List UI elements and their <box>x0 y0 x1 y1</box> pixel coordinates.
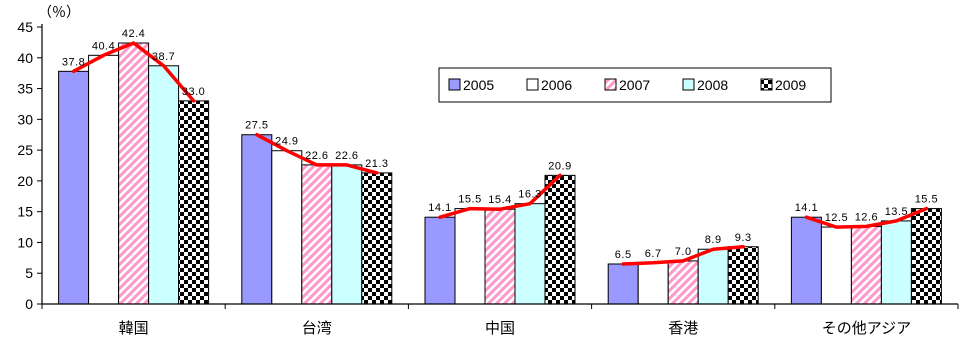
y-tick-label: 5 <box>25 265 33 281</box>
bar-2006 <box>820 226 852 305</box>
y-tick-label: 40 <box>17 50 33 66</box>
category-label: 台湾 <box>302 319 332 337</box>
bar-2005 <box>58 70 90 305</box>
bar-2009 <box>544 174 576 305</box>
legend-swatch-2009 <box>760 78 773 91</box>
y-tick-label: 15 <box>17 204 33 220</box>
legend-swatch-2008 <box>682 78 695 91</box>
bar-2008 <box>331 164 363 305</box>
trend-line <box>71 41 196 103</box>
bar-2007 <box>484 208 516 305</box>
data-label: 15.4 <box>488 194 511 206</box>
legend-label: 2009 <box>775 77 806 93</box>
bar-2005 <box>790 216 822 305</box>
bar-2006 <box>88 54 120 305</box>
legend: 2005 2006 2007 2008 2009 <box>438 67 832 103</box>
y-tick-label: 35 <box>17 81 33 97</box>
bar-2008 <box>697 248 729 305</box>
category-label: その他アジア <box>822 319 911 337</box>
data-label: 12.5 <box>825 212 848 224</box>
data-label: 22.6 <box>305 150 328 162</box>
data-label: 38.7 <box>152 51 175 63</box>
bar-2007 <box>118 42 150 305</box>
legend-label: 2007 <box>619 77 650 93</box>
category-labels-group: 韓国 台湾 中国 香港 その他アジア <box>119 319 912 337</box>
bar-2009 <box>910 208 942 305</box>
trend-line <box>255 132 379 175</box>
data-label: 14.1 <box>795 202 818 214</box>
y-tick-label: 30 <box>17 111 33 127</box>
data-label: 40.4 <box>92 40 115 52</box>
bar-2009 <box>727 246 759 305</box>
bar-2006 <box>637 262 669 305</box>
trend-lines-group <box>71 41 929 266</box>
bar-2006 <box>454 208 486 305</box>
data-label: 8.9 <box>705 234 722 246</box>
bar-2008 <box>514 203 546 305</box>
data-label: 20.9 <box>548 160 571 172</box>
data-label: 14.1 <box>428 202 451 214</box>
y-tick-label: 0 <box>25 296 33 312</box>
data-label: 12.6 <box>855 211 878 223</box>
legend-swatch-2006 <box>526 78 539 91</box>
y-tick-label: 20 <box>17 173 33 189</box>
bar-2008 <box>148 65 180 305</box>
y-axis: 0 5 10 15 20 25 30 35 40 45 <box>17 19 42 312</box>
bar-2007 <box>667 260 699 305</box>
legend-swatch-2007 <box>604 78 617 91</box>
legend-swatch-2005 <box>448 78 461 91</box>
data-label: 16.3 <box>518 189 541 201</box>
legend-label: 2008 <box>697 77 728 93</box>
y-tick-label: 10 <box>17 234 33 250</box>
data-label: 42.4 <box>122 28 145 40</box>
data-label: 13.5 <box>885 206 908 218</box>
bar-2009 <box>178 100 210 305</box>
legend-label: 2005 <box>463 77 494 93</box>
data-label: 6.7 <box>645 248 662 260</box>
legend-label: 2006 <box>541 77 572 93</box>
bar-2005 <box>424 216 456 305</box>
data-label: 6.5 <box>615 249 632 261</box>
data-label: 15.5 <box>915 194 938 206</box>
data-label: 24.9 <box>275 136 298 148</box>
category-label: 中国 <box>485 319 515 337</box>
data-label: 22.6 <box>335 150 358 162</box>
bar-2007 <box>301 164 333 305</box>
axes-group <box>41 24 959 309</box>
bar-2005 <box>241 134 273 305</box>
data-label: 9.3 <box>735 232 752 244</box>
data-label: 37.8 <box>62 56 85 68</box>
data-label: 33.0 <box>182 86 205 98</box>
data-labels-group: 37.8 40.4 42.4 38.7 33.0 27.5 24.9 22.6 22.6 21.3… <box>62 28 938 261</box>
data-label: 21.3 <box>365 158 388 170</box>
trend-line <box>804 206 929 229</box>
bar-2009 <box>361 172 393 305</box>
bar-2005 <box>607 263 639 305</box>
category-label: 韓国 <box>119 319 149 337</box>
bar-2008 <box>880 220 912 305</box>
category-label: 香港 <box>668 319 698 337</box>
y-tick-label: 25 <box>17 142 33 158</box>
data-label: 7.0 <box>675 246 692 258</box>
trend-line <box>621 245 745 266</box>
bar-2007 <box>850 225 882 305</box>
bar-2006 <box>271 150 303 305</box>
data-label: 27.5 <box>245 120 268 132</box>
data-label: 15.5 <box>458 194 481 206</box>
y-axis-unit-label: （％） <box>38 5 80 21</box>
y-tick-label: 45 <box>17 19 33 35</box>
trend-line <box>438 173 562 219</box>
